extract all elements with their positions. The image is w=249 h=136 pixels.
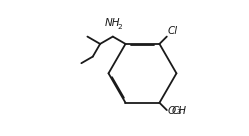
Text: Cl: Cl [168, 26, 178, 36]
Text: O: O [167, 106, 175, 116]
Text: 2: 2 [118, 24, 122, 30]
Text: CH: CH [171, 106, 186, 116]
Text: 3: 3 [177, 109, 181, 115]
Text: NH: NH [105, 18, 121, 28]
